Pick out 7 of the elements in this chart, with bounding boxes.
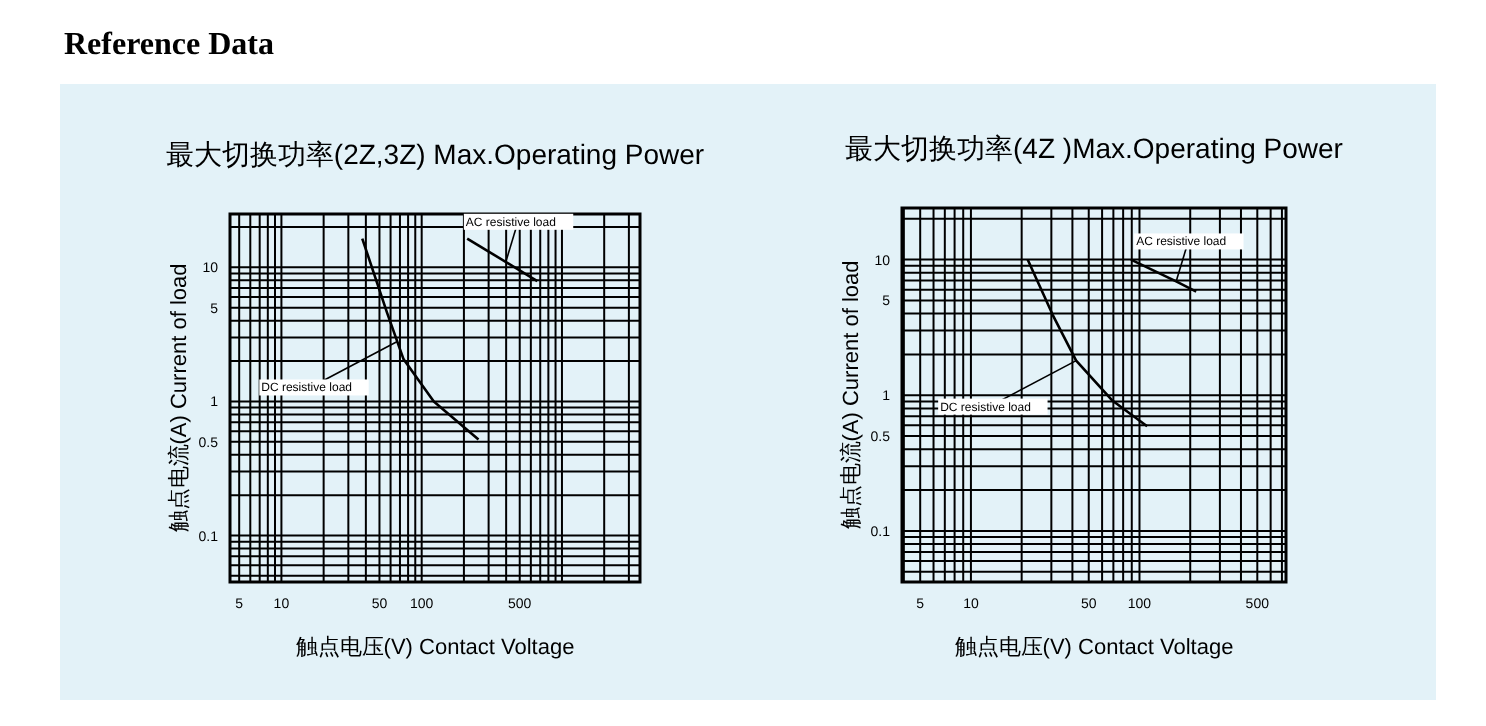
y-axis-title: 触点电流(A) Current of load bbox=[838, 260, 864, 530]
x-axis-title: 触点电压(V) Contact Voltage bbox=[295, 634, 575, 660]
x-axis-title: 触点电压(V) Contact Voltage bbox=[954, 634, 1234, 660]
text: Reference Data bbox=[64, 28, 274, 62]
y-axis-title: 触点电流(A) Current of load bbox=[166, 263, 192, 533]
chart-title: 最大切换功率(2Z,3Z) Max.Operating Power bbox=[165, 138, 705, 170]
chart-title: 最大切换功率(4Z )Max.Operating Power bbox=[845, 132, 1344, 164]
